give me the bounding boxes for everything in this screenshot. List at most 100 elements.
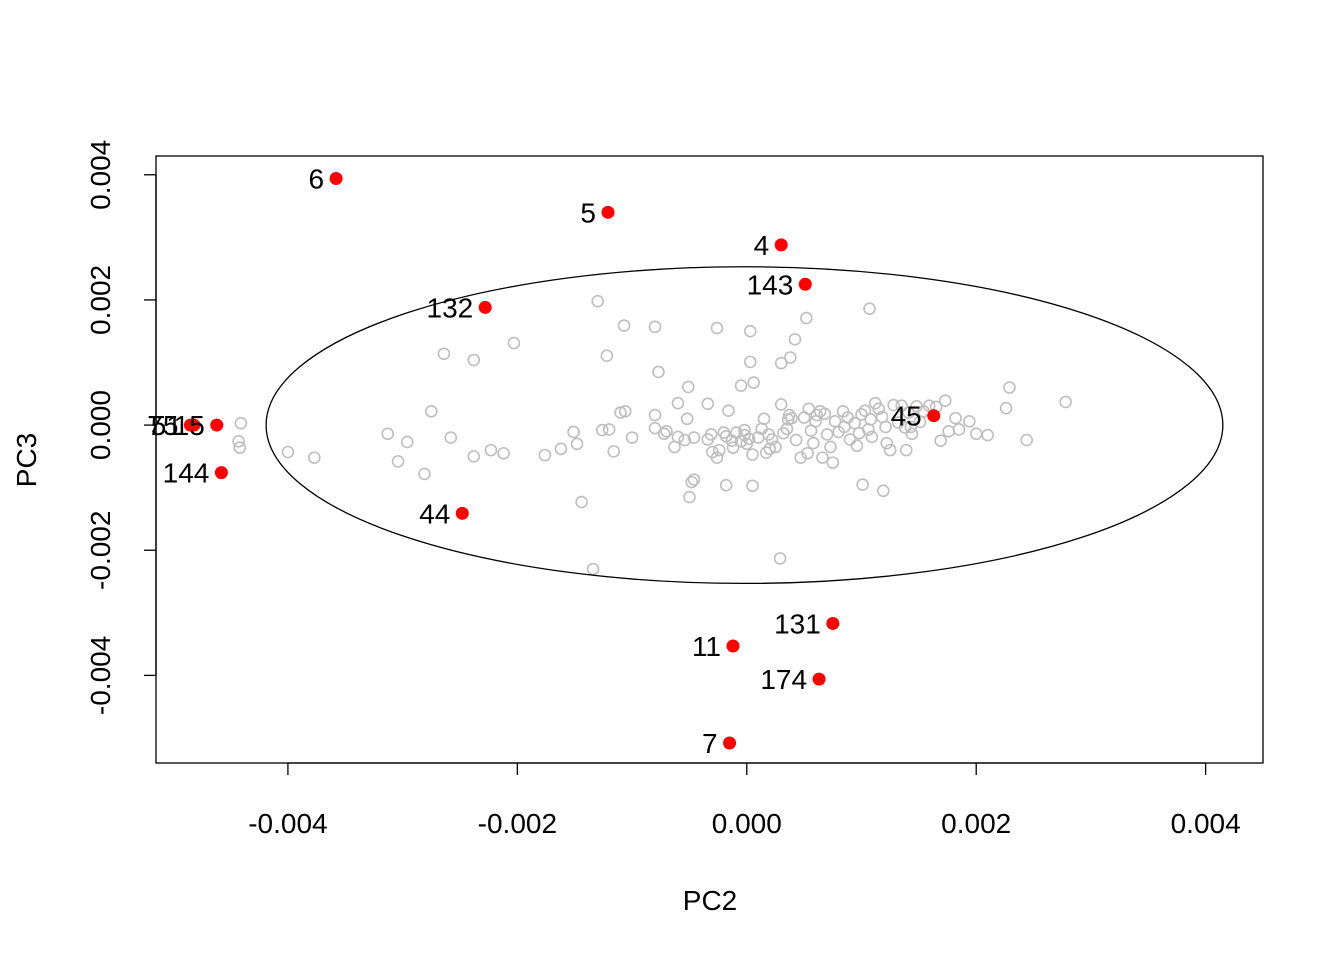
data-point <box>567 425 580 439</box>
data-point <box>769 440 782 454</box>
data-point <box>759 446 773 459</box>
confidence-ellipse <box>265 266 1224 585</box>
data-point <box>712 443 726 457</box>
outlier-point <box>723 736 737 750</box>
data-point <box>864 413 877 426</box>
data-point <box>308 451 321 464</box>
outlier-label: 15 <box>174 410 205 441</box>
outlier-point <box>478 300 492 314</box>
data-point <box>600 349 614 362</box>
data-point <box>938 394 952 407</box>
normal-points <box>232 294 1072 576</box>
x-tick-label: -0.004 <box>248 808 327 839</box>
data-point <box>618 405 632 418</box>
data-point <box>437 347 451 361</box>
data-point <box>701 397 715 411</box>
data-point <box>1020 433 1033 447</box>
data-point <box>648 320 662 334</box>
data-point <box>837 420 851 434</box>
outlier-label: 11 <box>692 631 721 662</box>
data-point <box>876 484 890 498</box>
data-point <box>497 446 510 460</box>
data-point <box>281 445 295 459</box>
outlier-point <box>187 418 201 432</box>
data-point <box>780 422 794 436</box>
outlier-label: 144 <box>163 458 210 489</box>
data-point <box>751 431 765 444</box>
outlier-point <box>774 238 788 252</box>
data-point <box>726 441 740 454</box>
data-point <box>381 427 395 441</box>
data-point <box>905 427 919 441</box>
outlier-point <box>329 172 343 186</box>
data-point <box>595 423 609 437</box>
data-point <box>774 356 788 370</box>
data-point <box>788 333 802 346</box>
data-point <box>554 442 568 456</box>
data-point <box>680 412 694 426</box>
data-point <box>233 441 247 454</box>
data-point <box>648 421 662 435</box>
data-point <box>981 428 994 442</box>
data-point <box>660 425 673 438</box>
data-point <box>809 415 822 428</box>
data-point <box>899 443 913 457</box>
data-point <box>807 436 820 450</box>
data-point <box>467 450 481 463</box>
data-point <box>898 421 912 434</box>
data-point <box>999 401 1013 415</box>
data-point <box>934 434 947 448</box>
data-point <box>484 443 498 457</box>
x-tick-label: 0.004 <box>1171 808 1241 839</box>
data-point <box>570 437 584 451</box>
data-point <box>625 431 639 444</box>
data-point <box>467 353 481 367</box>
data-point <box>687 431 701 444</box>
outlier-point <box>927 409 941 423</box>
data-point <box>746 479 759 493</box>
outlier-label: 7 <box>702 728 718 759</box>
data-point <box>538 448 552 462</box>
data-point <box>719 478 733 492</box>
data-point <box>234 416 248 430</box>
data-point <box>952 423 966 436</box>
outlier-point <box>826 616 840 630</box>
data-point <box>704 428 718 441</box>
data-point <box>678 433 692 447</box>
data-point <box>400 435 414 449</box>
data-point <box>784 351 797 364</box>
outlier-label: 174 <box>760 664 807 695</box>
data-point <box>710 321 724 335</box>
data-point <box>602 423 616 436</box>
outlier-label: 131 <box>774 608 821 639</box>
data-point <box>657 427 671 441</box>
data-point <box>687 473 701 486</box>
data-point <box>843 433 857 446</box>
data-point <box>963 415 976 428</box>
data-point <box>802 402 816 416</box>
data-point <box>801 446 814 460</box>
data-point <box>722 404 735 417</box>
plot-frame <box>155 155 1264 764</box>
outlier-point <box>726 639 740 653</box>
outlier-point <box>455 506 469 520</box>
data-point <box>820 428 834 441</box>
data-point <box>763 442 777 456</box>
x-tick-label: -0.002 <box>478 808 557 839</box>
outlier-point <box>601 205 615 219</box>
data-point <box>887 398 900 412</box>
outlier-label: 45 <box>891 401 922 432</box>
data-point <box>800 311 813 325</box>
data-point <box>856 478 869 491</box>
data-point <box>824 440 837 454</box>
data-point <box>683 490 696 504</box>
data-point <box>904 420 918 434</box>
outlier-label: 6 <box>309 164 325 195</box>
data-point <box>743 355 757 369</box>
data-point <box>774 398 788 411</box>
y-tick-label: 0.002 <box>85 265 116 335</box>
outlier-point <box>210 418 224 432</box>
data-point <box>617 319 631 332</box>
outlier-point <box>214 466 228 480</box>
